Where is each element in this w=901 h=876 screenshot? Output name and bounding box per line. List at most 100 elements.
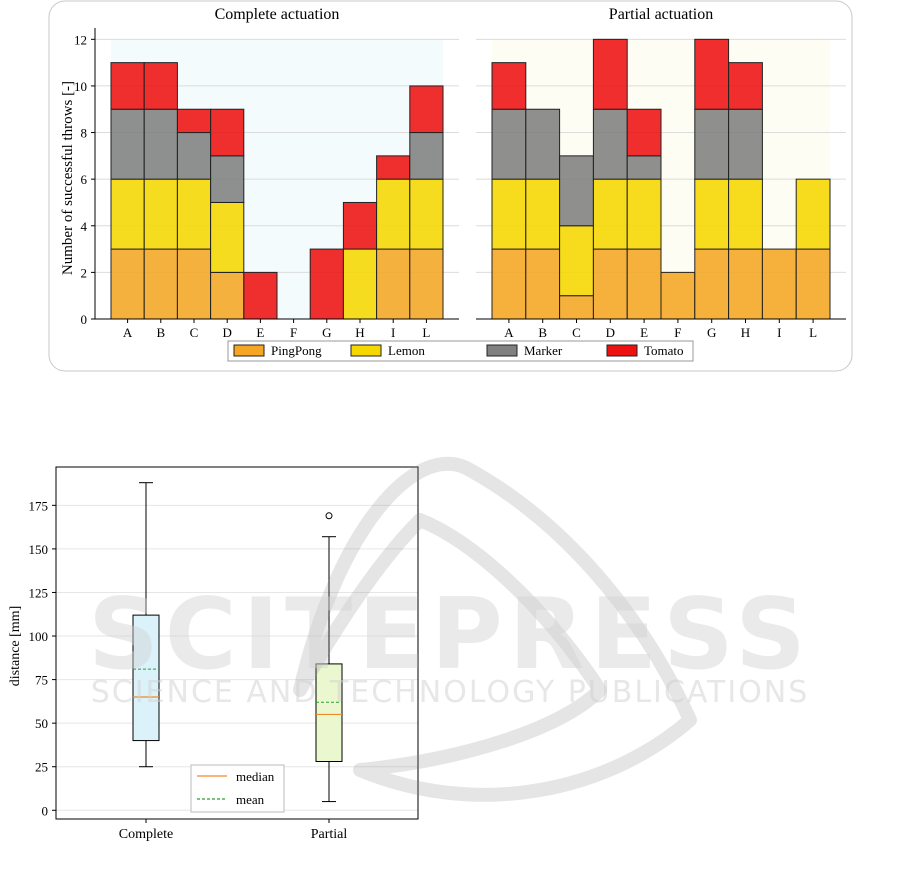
boxplot-area: 0 25 50 75 100 125 150 175 Complete Partial median… — [29, 466, 419, 842]
bar-pingpong-e — [626, 248, 662, 320]
legend-box — [190, 764, 285, 813]
y-tick-label: 125 — [29, 585, 49, 600]
bar-lemon-l — [795, 178, 831, 250]
bar-lemon-h — [728, 178, 763, 250]
legend-box — [227, 340, 694, 362]
bar-tomato-h — [342, 201, 378, 250]
x-tick-label: G — [707, 325, 716, 340]
outlier-point-partial — [325, 512, 333, 520]
x-tick-label: E — [640, 325, 648, 340]
panel-title: Complete actuation — [215, 6, 340, 23]
y-tick-label: 8 — [81, 126, 88, 141]
boxplot-figure: distance [mm] 0 25 50 75 100 125 150 175 Complet… — [8, 466, 419, 842]
x-tick-label: H — [355, 325, 364, 340]
bar-pingpong-d — [210, 271, 245, 320]
legend-swatch-marker — [486, 344, 518, 357]
y-tick-label: 2 — [81, 265, 88, 280]
x-tick-label: F — [674, 325, 681, 340]
bar-marker-d — [210, 155, 245, 203]
bar-lemon-h — [342, 248, 378, 320]
x-tick-label: A — [504, 325, 514, 340]
bar-lemon-d — [210, 201, 245, 273]
x-tick-label: Partial — [311, 827, 348, 842]
legend-swatch-pingpong — [233, 344, 265, 357]
bar-lemon-i — [376, 178, 411, 250]
bar-pingpong-a — [491, 248, 527, 320]
x-tick-label: I — [777, 325, 781, 340]
bar-lemon-e — [626, 178, 662, 250]
legend-label-marker: Marker — [524, 343, 563, 358]
bar-pingpong-c — [559, 295, 594, 320]
bar-lemon-l — [409, 178, 444, 250]
bar-marker-c — [559, 155, 594, 227]
bar-pingpong-l — [795, 248, 831, 320]
bar-lemon-c — [559, 225, 594, 297]
bar-tomato-l — [409, 85, 444, 134]
bar-lemon-c — [176, 178, 212, 250]
bar-pingpong-c — [176, 248, 212, 320]
legend-label-pingpong: PingPong — [271, 343, 322, 358]
bar-marker-b — [525, 108, 561, 180]
y-tick-label: 25 — [35, 760, 48, 775]
x-tick-label: D — [223, 325, 232, 340]
x-tick-label: B — [156, 325, 165, 340]
bar-pingpong-g — [694, 248, 730, 320]
bar-tomato-i — [376, 155, 411, 180]
y-axis-label: Number of successful throws [-] — [60, 81, 76, 275]
bar-lemon-b — [525, 178, 561, 250]
bar-marker-h — [728, 108, 763, 180]
legend-label-median: median — [236, 769, 275, 784]
bar-marker-a — [110, 108, 145, 180]
x-tick-label: L — [422, 325, 430, 340]
x-tick-label: G — [322, 325, 331, 340]
bar-marker-l — [409, 132, 444, 180]
bar-tomato-g — [694, 38, 730, 110]
bar-pingpong-h — [728, 248, 763, 320]
y-tick-label: 100 — [29, 629, 49, 644]
bar-tomato-h — [728, 62, 763, 110]
bar-pingpong-d — [592, 248, 628, 320]
x-tick-label: C — [190, 325, 199, 340]
y-tick-label: 75 — [35, 673, 48, 688]
x-tick-label: E — [256, 325, 264, 340]
bar-tomato-e — [243, 271, 278, 320]
bar-tomato-a — [110, 62, 145, 110]
bar-marker-b — [143, 108, 178, 180]
x-tick-label: C — [572, 325, 581, 340]
bar-pingpong-i — [761, 248, 797, 320]
bar-tomato-a — [491, 62, 527, 110]
y-tick-label: 12 — [74, 32, 87, 47]
bar-lemon-d — [592, 178, 628, 250]
bar-marker-d — [592, 108, 628, 180]
bar-pingpong-a — [110, 248, 145, 320]
x-tick-label: H — [741, 325, 750, 340]
bar-lemon-b — [143, 178, 178, 250]
legend-label-lemon: Lemon — [388, 343, 425, 358]
x-tick-label: I — [391, 325, 395, 340]
bar-pingpong-b — [525, 248, 561, 320]
legend-swatch-lemon — [350, 344, 382, 357]
bar-tomato-e — [626, 108, 662, 157]
panel-title: Partial actuation — [609, 6, 713, 23]
y-axis-label: distance [mm] — [8, 606, 23, 686]
legend-label-mean: mean — [236, 792, 265, 807]
x-tick-label: F — [290, 325, 297, 340]
bar-lemon-a — [110, 178, 145, 250]
bar-pingpong-f — [660, 271, 696, 320]
y-tick-label: 4 — [81, 219, 88, 234]
stacked-bar-figure: Number of successful throws [-] Complete… — [48, 0, 853, 372]
y-tick-label: 0 — [42, 803, 49, 818]
x-tick-label: L — [809, 325, 817, 340]
panel-partial-actuation: Partial actuation A B C D E F G H I L — [476, 6, 846, 340]
bar-pingpong-b — [143, 248, 178, 320]
x-tick-label: D — [606, 325, 615, 340]
y-tick-label: 0 — [81, 312, 88, 327]
panel-complete-actuation: Complete actuation 0 2 4 6 8 10 12 A B C D E F G H I L — [74, 6, 459, 340]
legend-swatch-tomato — [606, 344, 638, 357]
bar-lemon-g — [694, 178, 730, 250]
y-tick-label: 10 — [74, 79, 87, 94]
y-tick-label: 50 — [35, 716, 48, 731]
x-tick-label: A — [123, 325, 133, 340]
bar-tomato-d — [210, 108, 245, 157]
bar-marker-e — [626, 155, 662, 180]
